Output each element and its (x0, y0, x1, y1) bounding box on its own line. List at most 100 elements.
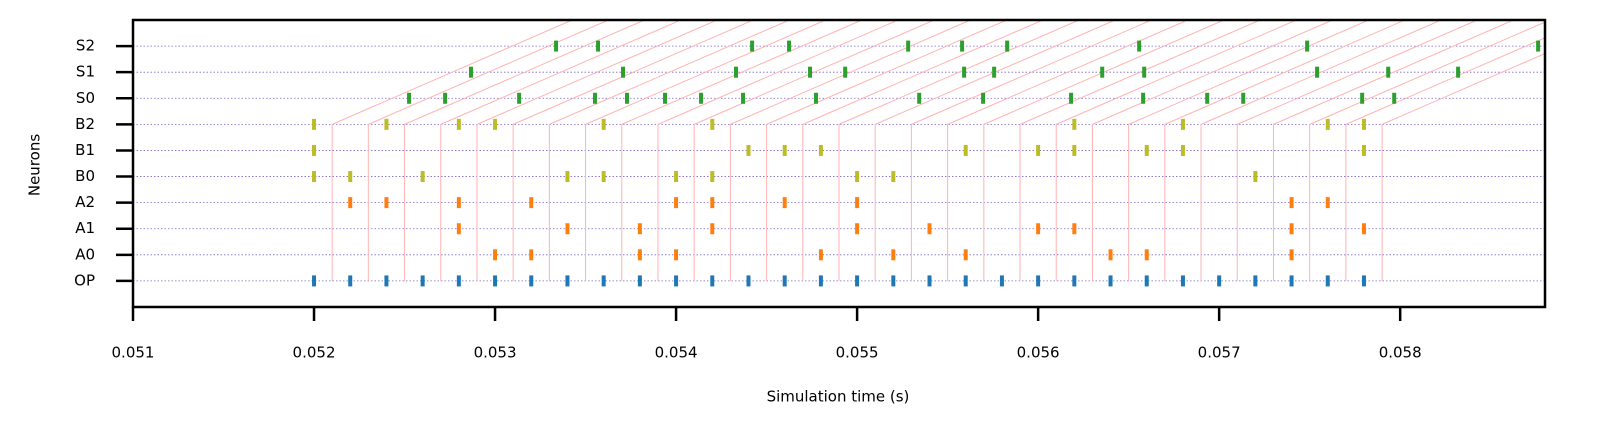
spike (1361, 223, 1366, 235)
propagation-line (440, 20, 681, 281)
spike (814, 92, 819, 104)
spike (818, 144, 823, 156)
spike (1217, 275, 1222, 287)
spike (963, 249, 968, 261)
spike (927, 223, 932, 235)
propagation-line (621, 20, 863, 281)
spike (529, 249, 534, 261)
propagation-line (585, 20, 826, 281)
spike (1144, 144, 1149, 156)
spike (456, 197, 461, 209)
spike (1100, 66, 1105, 78)
spike (493, 118, 498, 130)
spike (312, 144, 317, 156)
spike (1072, 118, 1077, 130)
y-tick-label: A0 (75, 245, 95, 263)
propagation-line (1272, 20, 1514, 281)
spike (750, 40, 755, 52)
y-tick-label: B0 (75, 167, 95, 185)
spike (420, 275, 425, 287)
propagation-line (1381, 52, 1545, 281)
spike (565, 171, 570, 183)
spike (443, 92, 448, 104)
spike (1180, 118, 1185, 130)
propagation-line (874, 20, 1116, 281)
spike (637, 275, 642, 287)
spike (554, 40, 559, 52)
spike (1144, 249, 1149, 261)
y-tick-label: S0 (76, 89, 95, 107)
spike (855, 275, 860, 287)
spike (529, 275, 534, 287)
propagation-line (766, 20, 1007, 281)
spike (637, 249, 642, 261)
spike (1305, 40, 1310, 52)
propagation-line (1164, 20, 1406, 281)
propagation-line (802, 20, 1044, 281)
spike (420, 171, 425, 183)
spike (855, 171, 860, 183)
spike (855, 197, 860, 209)
spike (699, 92, 704, 104)
propagation-line (657, 20, 899, 281)
x-tick-label: 0.055 (836, 344, 879, 362)
propagation-line (729, 20, 971, 281)
spike (601, 171, 606, 183)
spike (1180, 144, 1185, 156)
spike (891, 171, 896, 183)
spike (674, 197, 679, 209)
spike (1315, 66, 1320, 78)
spike (906, 40, 911, 52)
propagation-line (512, 20, 754, 281)
propagation-line (947, 20, 1188, 281)
y-tick-label: A1 (75, 219, 95, 237)
propagation-line (1019, 20, 1261, 281)
spike (1536, 40, 1541, 52)
spike (992, 66, 997, 78)
x-tick-label: 0.051 (112, 344, 155, 362)
spike (601, 118, 606, 130)
spike (710, 197, 715, 209)
spike (663, 92, 668, 104)
spike (1241, 92, 1246, 104)
spike (1069, 92, 1074, 104)
spike (782, 197, 787, 209)
propagation-line (1345, 37, 1545, 281)
y-tick-label: S1 (76, 63, 95, 81)
spike (565, 223, 570, 235)
spike (312, 275, 317, 287)
spike (312, 171, 317, 183)
spike (818, 249, 823, 261)
spike (1137, 40, 1142, 52)
spike (1289, 223, 1294, 235)
spike (891, 249, 896, 261)
spike (348, 275, 353, 287)
propagation-line (838, 20, 1080, 281)
spike (927, 275, 932, 287)
x-axis-label: Simulation time (s) (767, 388, 910, 406)
spike (1072, 275, 1077, 287)
spike (529, 197, 534, 209)
spike (384, 275, 389, 287)
spike (1386, 66, 1391, 78)
spike (960, 40, 965, 52)
propagation-line (367, 20, 609, 281)
spike (493, 249, 498, 261)
plot-frame (131, 18, 1547, 309)
spike (1456, 66, 1461, 78)
spike (1072, 223, 1077, 235)
spike (621, 66, 626, 78)
spike (782, 275, 787, 287)
propagation-line (1200, 20, 1442, 281)
spike (1361, 275, 1366, 287)
spike (710, 223, 715, 235)
propagation-line (331, 20, 573, 281)
spike (384, 197, 389, 209)
spike (1325, 118, 1330, 130)
spike (962, 66, 967, 78)
spike (710, 275, 715, 287)
spike (1036, 223, 1041, 235)
spike (456, 275, 461, 287)
spike (1392, 92, 1397, 104)
